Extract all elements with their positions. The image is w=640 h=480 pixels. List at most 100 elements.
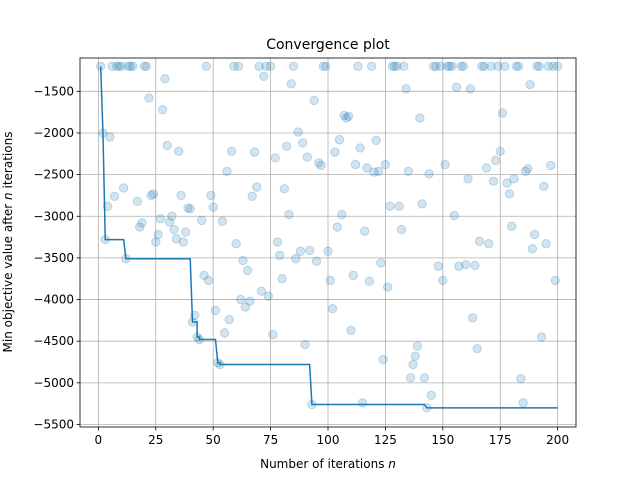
scatter-point [447, 61, 457, 72]
scatter-point [105, 132, 115, 142]
scatter-point [346, 325, 356, 336]
scatter-point [330, 147, 340, 157]
scatter-point [206, 190, 216, 201]
scatter-point [396, 224, 407, 235]
scatter-point [369, 167, 379, 177]
y-tick-label: −4500 [33, 334, 74, 348]
scatter-point [116, 61, 127, 72]
scatter-point [155, 214, 166, 224]
x-tick-label: 175 [489, 433, 512, 447]
scatter-point [254, 61, 264, 72]
scatter-point [157, 104, 168, 115]
scatter-point [472, 344, 482, 354]
scatter-point [185, 204, 195, 214]
scatter-point [392, 61, 402, 72]
scatter-point [366, 61, 377, 72]
scatter-point [197, 215, 207, 226]
scatter-point [357, 398, 368, 408]
scatter-point [309, 95, 319, 106]
scatter-point [451, 82, 462, 92]
scatter-point [238, 255, 248, 266]
scatter-point [456, 61, 466, 72]
x-axis-ticks: 0 25 50 75 100 125 150 175 200 [95, 427, 569, 447]
y-tick-label: −1500 [33, 84, 74, 98]
scatter-point [125, 61, 136, 72]
scatter-point [265, 61, 276, 72]
scatter-point [169, 224, 179, 235]
scatter-point [383, 282, 393, 292]
scatter-point [137, 218, 147, 228]
scatter-point [339, 110, 349, 121]
scatter-point [201, 61, 211, 72]
scatter-point [488, 176, 499, 186]
scatter-point [210, 305, 221, 316]
scatter-point [518, 398, 528, 408]
scatter-point [341, 113, 352, 123]
scatter-point [226, 146, 237, 156]
scatter-point [550, 275, 561, 286]
scatter-point [128, 61, 138, 72]
scatter-point [222, 166, 232, 176]
scatter-point [378, 354, 388, 365]
scatter-point [199, 270, 209, 281]
scatter-point [275, 250, 285, 261]
scatter-point [224, 314, 234, 325]
scatter-point [479, 61, 489, 72]
scatter-point [164, 217, 175, 227]
scatter-point [467, 313, 478, 323]
scatter-point [534, 61, 544, 72]
scatter-point [360, 226, 370, 236]
scatter-point [389, 61, 400, 72]
scatter-point [548, 61, 558, 72]
scatter-point [114, 61, 124, 72]
scatter-point [431, 61, 441, 72]
scatter-point [219, 328, 230, 338]
scatter-point [144, 93, 154, 103]
scatter-point [463, 174, 473, 184]
y-axis-ticks: −5500 −5000 −4500 −4000 −3500 −3000 −2500 −2000… [33, 84, 80, 432]
scatter-point [321, 61, 331, 72]
scatter-point [318, 61, 329, 72]
scatter-point [343, 111, 354, 122]
scatter-point [270, 153, 280, 163]
scatter-point [477, 61, 487, 72]
scatter-point [394, 201, 404, 211]
scatter-point [180, 227, 191, 237]
scatter-point [458, 61, 469, 72]
scatter-point [259, 71, 269, 82]
scatter-point [399, 61, 409, 72]
scatter-point [442, 61, 453, 72]
y-tick-label: −2000 [33, 126, 74, 140]
scatter-point [513, 61, 524, 72]
scatter-point [445, 61, 455, 72]
scatter-point [408, 359, 418, 370]
scatter-point [109, 191, 120, 201]
scatter-point [135, 222, 145, 232]
scatter-point [493, 61, 503, 72]
scatter-point [348, 270, 358, 281]
scatter-point [454, 261, 464, 271]
scatter-point [552, 61, 563, 72]
scatter-point [410, 351, 420, 361]
scatter-point [523, 164, 533, 174]
x-tick-label: 125 [374, 433, 397, 447]
scatter-point [435, 61, 446, 72]
scatter-point [245, 296, 255, 306]
scatter-point [470, 260, 480, 271]
scatter-point [174, 146, 184, 156]
grid [80, 58, 576, 427]
scatter-point [415, 113, 425, 123]
scatter-point [153, 229, 163, 240]
scatter-point [497, 108, 508, 118]
scatter-point [401, 84, 411, 94]
scatter-point [300, 339, 310, 350]
y-tick-label: −5500 [33, 418, 74, 432]
scatter-point [291, 254, 301, 264]
scatter-point [261, 61, 271, 72]
x-axis-label: Number of iterations n [260, 457, 396, 471]
scatter-point [511, 61, 521, 72]
scatter-point [148, 189, 159, 199]
scatter-point [449, 210, 459, 221]
scatter-point [304, 245, 315, 256]
scatter-point [298, 138, 308, 148]
